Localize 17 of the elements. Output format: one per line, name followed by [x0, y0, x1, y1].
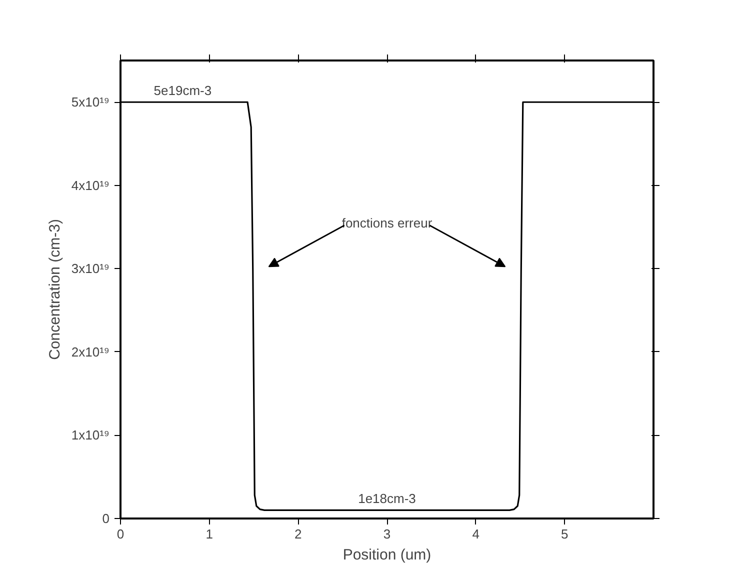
- y-axis-title: Concentration (cm-3): [46, 219, 64, 360]
- annotation: 5e19cm-3: [154, 83, 212, 98]
- annotation: fonctions erreur: [342, 216, 433, 231]
- annotation: 1e18cm-3: [358, 491, 416, 506]
- y-tick-label: 3x10¹⁹: [71, 261, 110, 276]
- x-axis-title: Position (um): [342, 546, 432, 564]
- x-tick-label: 4: [472, 526, 480, 542]
- y-tick-label: 2x10¹⁹: [71, 344, 110, 360]
- y-tick-label: 5x10¹⁹: [71, 94, 110, 110]
- x-tick-label: 1: [206, 526, 213, 542]
- y-tick-label: 1x10¹⁹: [71, 428, 110, 443]
- y-tick-label: 0: [102, 511, 110, 526]
- x-tick-label: 0: [116, 526, 124, 542]
- x-tick-label: 3: [383, 526, 391, 542]
- x-tick-label: 2: [294, 526, 302, 542]
- y-tick-label: 4x10¹⁹: [71, 178, 110, 193]
- x-tick-label: 5: [561, 526, 568, 542]
